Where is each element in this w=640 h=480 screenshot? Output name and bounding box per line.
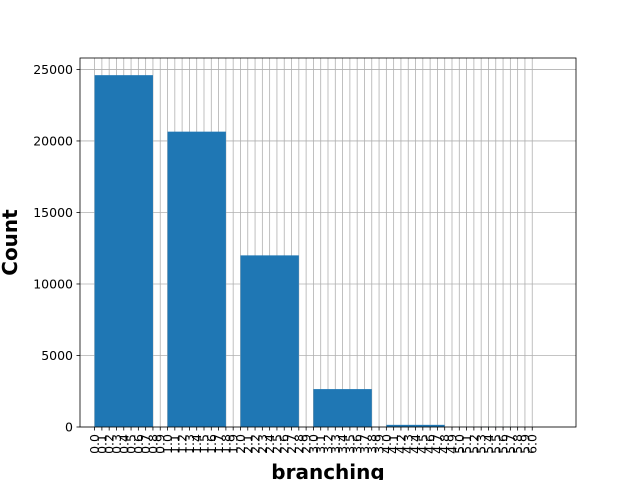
x-tick-label: 3.1: [313, 434, 328, 454]
bar: [386, 424, 445, 427]
x-tick-label: 4.6: [423, 434, 438, 454]
x-tick-label: 0.3: [109, 434, 124, 454]
x-tick-label: 0.6: [131, 434, 146, 454]
bar: [167, 131, 226, 427]
x-tick-label: 1.9: [226, 434, 241, 454]
x-tick-label: 2.6: [277, 434, 292, 454]
x-tick-label: 1.0: [160, 434, 175, 454]
x-tick-label: 4.4: [408, 434, 423, 454]
bar: [313, 389, 372, 427]
bars: [94, 75, 518, 428]
x-tick-label: 2.3: [255, 434, 270, 454]
x-tick-label: 3.4: [335, 434, 350, 454]
grid-lines: [80, 58, 576, 428]
x-tick-label: 4.8: [437, 434, 452, 454]
x-tick-label: 2.2: [248, 434, 263, 454]
x-tick-label: 5.1: [459, 434, 474, 454]
x-tick-label: 3.6: [350, 434, 365, 454]
x-tick-label: 1.6: [204, 434, 219, 454]
x-tick-label: 2.7: [284, 434, 299, 454]
y-tick-label: 15000: [33, 205, 73, 220]
x-tick-label: 1.8: [218, 434, 233, 454]
y-axis-ticks: 0 5000 10000 15000 20000 25000: [33, 62, 80, 435]
x-tick-label: 3.7: [357, 434, 372, 454]
y-tick-label: 5000: [41, 348, 73, 363]
x-tick-label: 1.1: [167, 434, 182, 454]
x-tick-label: 5.2: [466, 434, 481, 454]
x-tick-label: 1.7: [211, 434, 226, 454]
x-tick-label: 1.2: [175, 434, 190, 454]
y-tick-label: 20000: [33, 133, 73, 148]
x-tick-label: 3.8: [364, 434, 379, 454]
x-tick-label: 0.0: [87, 434, 102, 454]
x-tick-label: 1.5: [197, 434, 212, 454]
x-tick-label: 0.5: [124, 434, 139, 454]
y-tick-label: 10000: [33, 276, 73, 291]
bar: [240, 255, 299, 427]
x-tick-label: 0.8: [145, 434, 160, 454]
x-axis-ticks: 0.00.10.20.30.40.50.60.70.80.91.01.11.21…: [87, 427, 540, 454]
x-tick-label: 2.4: [262, 434, 277, 454]
x-tick-label: 5.7: [503, 434, 518, 454]
y-axis-label: Count: [0, 209, 22, 276]
x-tick-label: 4.5: [415, 434, 430, 454]
x-tick-label: 4.9: [445, 434, 460, 454]
x-tick-label: 3.3: [328, 434, 343, 454]
x-tick-label: 5.5: [488, 434, 503, 454]
x-tick-label: 5.9: [517, 434, 532, 454]
x-tick-label: 3.9: [372, 434, 387, 454]
x-tick-label: 4.1: [386, 434, 401, 454]
x-tick-label: 5.0: [452, 434, 467, 454]
x-tick-label: 0.7: [138, 434, 153, 454]
x-tick-label: 2.9: [299, 434, 314, 454]
x-tick-label: 0.4: [116, 434, 131, 454]
y-tick-label: 25000: [33, 62, 73, 77]
x-tick-label: 2.0: [233, 434, 248, 454]
x-tick-label: 2.5: [269, 434, 284, 454]
x-tick-label: 5.8: [510, 434, 525, 454]
x-tick-label: 2.8: [291, 434, 306, 454]
bar: [94, 75, 153, 428]
x-tick-label: 1.3: [182, 434, 197, 454]
x-tick-label: 5.6: [496, 434, 511, 454]
y-tick-label: 0: [65, 420, 73, 435]
x-tick-label: 3.2: [321, 434, 336, 454]
x-tick-label: 5.4: [481, 434, 496, 454]
x-tick-label: 1.4: [189, 434, 204, 454]
x-tick-label: 4.7: [430, 434, 445, 454]
x-tick-label: 3.5: [342, 434, 357, 454]
x-tick-label: 0.2: [102, 434, 117, 454]
x-tick-label: 5.3: [474, 434, 489, 454]
x-tick-label: 0.9: [153, 434, 168, 454]
x-tick-label: 2.1: [240, 434, 255, 454]
x-tick-label: 4.0: [379, 434, 394, 454]
x-tick-label: 0.1: [94, 434, 109, 454]
x-tick-label: 4.2: [393, 434, 408, 454]
x-tick-label: 6.0: [525, 434, 540, 454]
x-tick-label: 4.3: [401, 434, 416, 454]
x-axis-label: branching: [271, 460, 384, 480]
x-tick-label: 3.0: [306, 434, 321, 454]
